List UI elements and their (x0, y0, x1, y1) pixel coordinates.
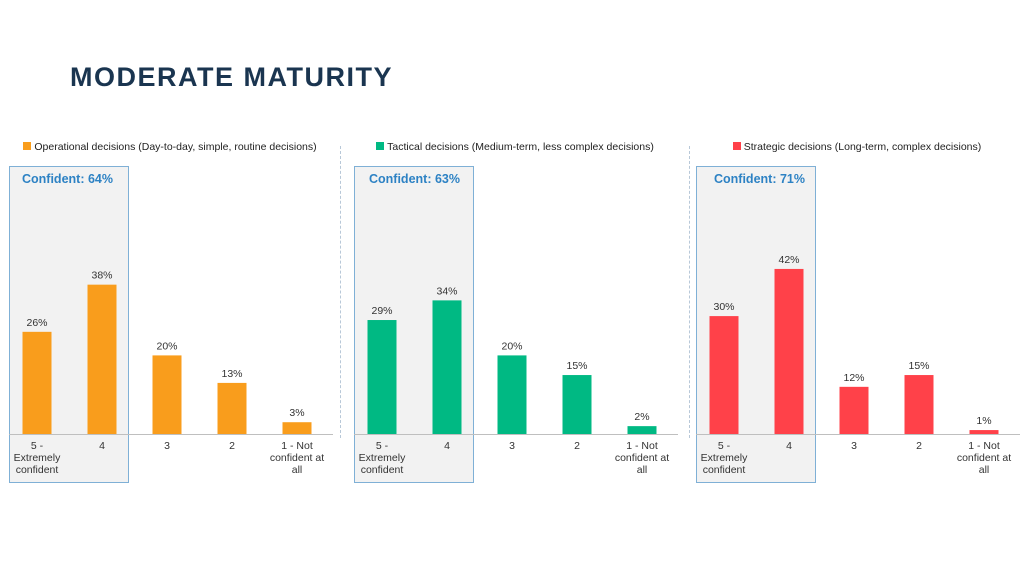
confident-label: Confident: 64% (22, 172, 113, 186)
bar (904, 375, 934, 434)
tick-label: 4 (99, 440, 105, 452)
tick-label: 2 (574, 440, 580, 452)
chart-panel-tactical: Tactical decisions (Medium-term, less co… (345, 0, 685, 576)
data-label: 1% (976, 415, 991, 427)
bar (969, 430, 999, 434)
page-title: MODERATE MATURITY (70, 62, 393, 92)
data-label: 15% (566, 360, 587, 372)
legend: Strategic decisions (Long-term, complex … (687, 141, 1024, 153)
bar (87, 284, 117, 434)
data-label: 3% (289, 407, 304, 419)
tick-label: 1 - Not confident at all (615, 440, 669, 476)
tick-label: 1 - Not confident at all (270, 440, 324, 476)
legend: Tactical decisions (Medium-term, less co… (345, 141, 685, 153)
confident-label: Confident: 71% (714, 172, 805, 186)
data-label: 2% (634, 411, 649, 423)
data-label: 34% (436, 285, 457, 297)
panel-divider (340, 146, 341, 438)
tick-label: 3 (164, 440, 170, 452)
legend: Operational decisions (Day-to-day, simpl… (0, 141, 340, 153)
legend-label: Operational decisions (Day-to-day, simpl… (34, 141, 317, 153)
chart-panel-operational: Operational decisions (Day-to-day, simpl… (0, 0, 340, 576)
tick-label: 2 (229, 440, 235, 452)
data-label: 30% (713, 301, 734, 313)
bar (217, 382, 247, 434)
bar (497, 355, 527, 434)
tick-label: 4 (786, 440, 792, 452)
data-label: 20% (156, 340, 177, 352)
confident-label: Confident: 63% (369, 172, 460, 186)
data-label: 15% (908, 360, 929, 372)
tick-label: 3 (509, 440, 515, 452)
tick-label: 5 -Extremely confident (14, 440, 61, 476)
data-label: 20% (501, 340, 522, 352)
legend-swatch (732, 142, 741, 150)
tick-label: 4 (444, 440, 450, 452)
chart-panel-strategic: Strategic decisions (Long-term, complex … (687, 0, 1024, 576)
data-label: 26% (26, 317, 47, 329)
bar (839, 386, 869, 434)
bar (709, 316, 739, 434)
data-label: 13% (221, 368, 242, 380)
bar-chart-operational: 26% 5 -Extremely confident 38% 4 20% 3 13% 2 3% 1 … (9, 270, 333, 476)
data-label: 42% (778, 254, 799, 266)
tick-label: 5 -Extremely confident (359, 440, 406, 476)
legend-swatch (23, 142, 32, 150)
bar (627, 426, 657, 434)
data-label: 38% (91, 270, 112, 282)
panel-divider (689, 146, 690, 438)
bar (282, 422, 312, 434)
legend-label: Tactical decisions (Medium-term, less co… (387, 141, 654, 153)
legend-label: Strategic decisions (Long-term, complex … (743, 141, 982, 153)
bar (432, 300, 462, 434)
tick-label: 3 (851, 440, 857, 452)
data-label: 29% (371, 305, 392, 317)
legend-swatch (376, 142, 385, 150)
bar (774, 268, 804, 434)
tick-label: 5 -Extremely confident (701, 440, 748, 476)
bar-chart-tactical: 29% 5 -Extremely confident 34% 4 20% 3 15% 2 2% 1 … (354, 285, 678, 476)
bar (152, 355, 182, 434)
bar (367, 320, 397, 434)
bar-chart-strategic: 30% 5 -Extremely confident 42% 4 12% 3 15% 2 1% 1 … (696, 254, 1020, 476)
bar (562, 375, 592, 434)
bar (22, 331, 52, 434)
tick-label: 1 - Not confident at all (957, 440, 1011, 476)
tick-label: 2 (916, 440, 922, 452)
data-label: 12% (843, 372, 864, 384)
